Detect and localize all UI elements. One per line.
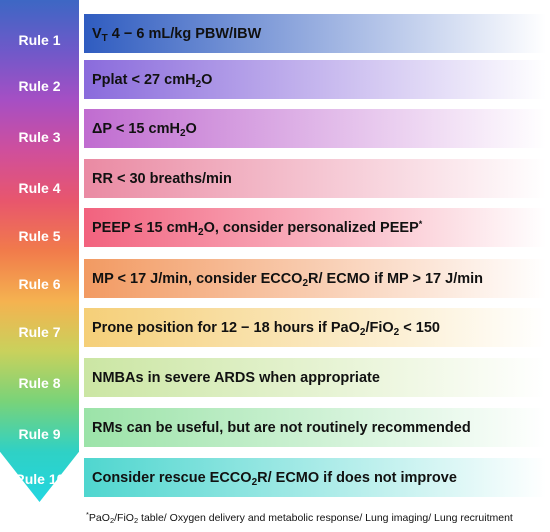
rule-label-6: Rule 6 bbox=[18, 276, 61, 292]
rule-text: Consider rescue ECCO2R/ ECMO if does not… bbox=[92, 469, 457, 488]
rule-label-5: Rule 5 bbox=[18, 228, 61, 244]
rule-text: ΔP < 15 cmH2O bbox=[92, 120, 197, 139]
rule-text: PEEP ≤ 15 cmH2O, consider personalized P… bbox=[92, 218, 423, 238]
rule-label-9: Rule 9 bbox=[18, 426, 61, 442]
rule-box-8: NMBAs in severe ARDS when appropriate bbox=[84, 358, 546, 397]
rule-text: RR < 30 breaths/min bbox=[92, 170, 232, 187]
gradient-arrow bbox=[0, 0, 79, 502]
rule-label-2: Rule 2 bbox=[18, 78, 61, 94]
rule-box-4: RR < 30 breaths/min bbox=[84, 159, 546, 198]
rule-box-6: MP < 17 J/min, consider ECCO2R/ ECMO if … bbox=[84, 259, 546, 298]
rule-box-5: PEEP ≤ 15 cmH2O, consider personalized P… bbox=[84, 208, 546, 247]
rule-label-8: Rule 8 bbox=[18, 375, 61, 391]
rule-box-7: Prone position for 12 − 18 hours if PaO2… bbox=[84, 308, 546, 347]
rule-label-3: Rule 3 bbox=[18, 129, 61, 145]
rule-text: NMBAs in severe ARDS when appropriate bbox=[92, 369, 380, 386]
rule-text: VT 4 − 6 mL/kg PBW/IBW bbox=[92, 25, 262, 44]
rule-text: RMs can be useful, but are not routinely… bbox=[92, 419, 471, 436]
rule-label-1: Rule 1 bbox=[18, 32, 61, 48]
rule-box-3: ΔP < 15 cmH2O bbox=[84, 109, 546, 148]
rule-box-10: Consider rescue ECCO2R/ ECMO if does not… bbox=[84, 458, 546, 497]
rule-box-1: VT 4 − 6 mL/kg PBW/IBW bbox=[84, 14, 546, 53]
rule-text: MP < 17 J/min, consider ECCO2R/ ECMO if … bbox=[92, 270, 484, 289]
rule-label-4: Rule 4 bbox=[18, 180, 61, 196]
rule-text: Pplat < 27 cmH2O bbox=[92, 71, 213, 90]
rule-text: Prone position for 12 − 18 hours if PaO2… bbox=[92, 319, 440, 338]
footnote: *PaO2/FiO2 table/ Oxygen delivery and me… bbox=[86, 510, 513, 525]
rule-box-9: RMs can be useful, but are not routinely… bbox=[84, 408, 546, 447]
rule-label-7: Rule 7 bbox=[18, 324, 61, 340]
rule-label-10: Rule 10 bbox=[14, 471, 65, 487]
rule-box-2: Pplat < 27 cmH2O bbox=[84, 60, 546, 99]
